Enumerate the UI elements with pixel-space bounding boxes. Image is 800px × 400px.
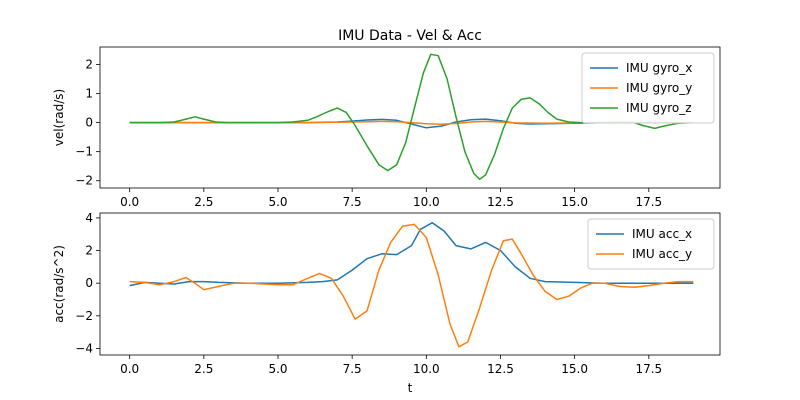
x-tick-label: 0.0	[120, 195, 139, 209]
axes-frame	[99, 212, 721, 356]
x-tick-label: 10.0	[413, 195, 440, 209]
series-line-IMU-gyro_z	[129, 53, 694, 181]
acceleration-panel: 0.0 2.5 5.0 7.5 10.0 12.5 15.0 17.5 −4 −2 0 2 4 acc(r…	[52, 211, 721, 395]
x-tick-label: 12.5	[487, 195, 514, 209]
x-tick-label: 5.0	[268, 362, 287, 376]
x-tick-label: 0.0	[120, 362, 139, 376]
x-tick-label: 5.0	[268, 195, 287, 209]
x-tick-label: 15.0	[561, 362, 588, 376]
y-tick-label: 2	[85, 57, 93, 71]
velocity-panel: 0.0 2.5 5.0 7.5 10.0 12.5 15.0 17.5 −2 −1 0 1 2 vel(r…	[52, 46, 721, 209]
figure-title: IMU Data - Vel & Acc	[338, 28, 482, 44]
legend-label: IMU acc_y	[632, 247, 692, 261]
legend-label: IMU gyro_z	[626, 101, 692, 115]
x-axis-label: t	[408, 381, 413, 395]
x-tick-label: 2.5	[194, 362, 213, 376]
x-tick-label: 2.5	[194, 195, 213, 209]
y-tick-label: 2	[85, 244, 93, 258]
y-tick-label: 0	[85, 276, 93, 290]
x-tick-label: 7.5	[343, 195, 362, 209]
x-tick-label: 17.5	[635, 195, 662, 209]
y-axis-label: acc(rad/s^2)	[52, 245, 66, 323]
y-tick-label: −2	[75, 174, 93, 188]
x-tick-label: 15.0	[561, 195, 588, 209]
x-tick-label: 12.5	[487, 362, 514, 376]
x-tick-label: 17.5	[635, 362, 662, 376]
y-tick-label: −4	[75, 341, 93, 355]
legend-label: IMU acc_x	[632, 227, 692, 241]
series-line-IMU-acc_y	[129, 223, 694, 348]
axes-frame	[99, 46, 721, 189]
legend-box	[587, 218, 715, 270]
x-tick-label: 10.0	[413, 362, 440, 376]
series-line-IMU-acc_x	[129, 222, 694, 287]
y-tick-label: 4	[85, 211, 93, 225]
legend-box	[581, 52, 715, 124]
y-axis-label: vel(rad/s)	[52, 89, 66, 146]
y-tick-label: 1	[85, 87, 93, 101]
y-tick-label: −1	[75, 145, 93, 159]
y-tick-label: 0	[85, 116, 93, 130]
legend-label: IMU gyro_y	[626, 81, 692, 95]
x-tick-label: 7.5	[343, 362, 362, 376]
y-tick-label: −2	[75, 309, 93, 323]
legend-label: IMU gyro_x	[626, 61, 692, 75]
